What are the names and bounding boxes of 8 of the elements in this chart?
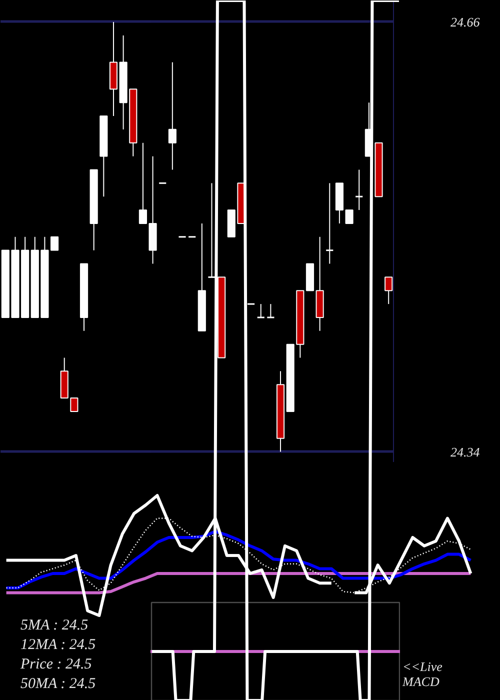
text: Price : 24.5 xyxy=(20,656,92,672)
text: <<Live xyxy=(402,659,443,674)
text: 50MA : 24.5 xyxy=(20,676,96,692)
y-tick-label: 24.66 xyxy=(450,14,480,30)
text: 5MA : 24.5 xyxy=(20,618,89,634)
y-tick-label: 24.34 xyxy=(450,444,480,460)
text: 12MA : 24.5 xyxy=(20,637,96,653)
text: MACD xyxy=(402,674,440,689)
